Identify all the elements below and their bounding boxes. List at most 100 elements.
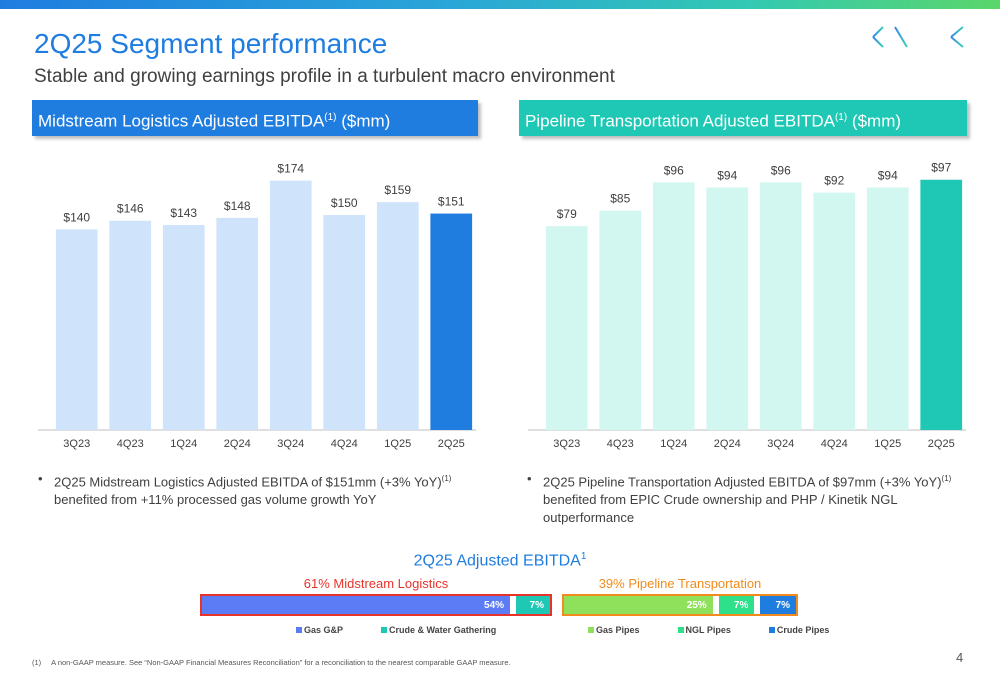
pipeline-bar	[599, 210, 642, 430]
midstream-mix-legend-swatch	[381, 627, 388, 633]
top-gradient-bar	[0, 0, 1000, 9]
pipeline-mix-bar: 25% 7% 7%	[562, 594, 798, 616]
pipeline-bar	[652, 182, 695, 430]
midstream-mix-segment: 7%	[510, 596, 550, 614]
midstream-bar	[323, 215, 366, 430]
midstream-bar	[109, 220, 152, 430]
pipeline-mix-legend-item: Crude Pipes	[768, 625, 830, 635]
midstream-bar-chart: $140 3Q23 $146 4Q23 $143 1Q24 $148 2Q24 $174 3Q24…	[38, 162, 476, 450]
bullet-dot: •	[38, 471, 43, 486]
pipeline-mix-legend: Gas Pipes NGL Pipes Crude Pipes	[588, 625, 867, 635]
pipeline-mix-legend-text: Gas Pipes	[596, 625, 640, 635]
pipeline-mix-legend-swatch	[677, 627, 684, 633]
midstream-mix-legend-text: Crude & Water Gathering	[389, 625, 497, 635]
ebitda-mix-title: 2Q25 Adjusted EBITDA1	[0, 551, 1000, 570]
midstream-data-label: $151	[438, 195, 465, 209]
pipeline-tick-label: 1Q24	[660, 438, 687, 450]
page-subtitle: Stable and growing earnings profile in a…	[34, 66, 615, 87]
pipeline-bar	[813, 192, 856, 430]
pipeline-bullet: • 2Q25 Pipeline Transportation Adjusted …	[527, 470, 987, 527]
pipeline-mix-legend-text: Crude Pipes	[776, 625, 830, 635]
midstream-bullet-sup: (1)	[441, 474, 452, 483]
pipeline-mix-legend-item: NGL Pipes	[677, 625, 731, 635]
pipeline-tick-label: 2Q25	[928, 438, 955, 450]
pipeline-tick-label: 4Q23	[607, 438, 634, 450]
pipeline-bar	[545, 226, 588, 430]
midstream-bar	[269, 180, 312, 430]
midstream-mix-bar: 54% 7%	[200, 594, 552, 616]
midstream-tick-label: 4Q24	[331, 438, 358, 450]
pipeline-mix-legend-item: Gas Pipes	[588, 625, 640, 635]
footnote-number: (1)	[32, 658, 42, 667]
pipeline-data-label: $79	[557, 207, 577, 221]
pipeline-data-label: $94	[878, 168, 898, 182]
midstream-bar	[376, 202, 419, 430]
midstream-bar	[216, 217, 259, 430]
midstream-data-label: $150	[331, 196, 358, 210]
midstream-tick-label: 2Q24	[224, 438, 251, 450]
pipeline-tick-label: 2Q24	[714, 438, 741, 450]
midstream-header-text: Midstream Logistics Adjusted EBITDA	[38, 111, 325, 131]
pipeline-data-label: $96	[771, 163, 791, 177]
pipeline-data-label: $96	[664, 163, 684, 177]
pipeline-bar	[706, 187, 749, 430]
midstream-header: Midstream Logistics Adjusted EBITDA(1) (…	[32, 100, 478, 136]
midstream-tick-label: 2Q25	[438, 438, 465, 450]
pipeline-mix-legend-swatch	[588, 627, 594, 633]
midstream-tick-label: 1Q25	[384, 438, 411, 450]
pipeline-bullet-cont: benefited from EPIC Crude ownership and …	[543, 492, 898, 526]
midstream-header-sup: (1)	[324, 112, 337, 123]
pipeline-bar	[920, 179, 963, 430]
page-number: 4	[956, 650, 964, 665]
midstream-data-label: $140	[63, 210, 90, 224]
pipeline-mix-legend-swatch	[768, 627, 775, 633]
midstream-mix-label: 61% Midstream Logistics	[303, 576, 449, 591]
pipeline-bullet-sup: (1)	[941, 474, 952, 483]
footnote-text: A non-GAAP measure. See “Non-GAAP Financ…	[51, 658, 511, 667]
ebitda-mix-title-text: 2Q25 Adjusted EBITDA	[413, 552, 581, 570]
midstream-tick-label: 3Q24	[277, 438, 304, 450]
pipeline-header-unit: ($mm)	[847, 111, 902, 131]
midstream-mix-legend-text: Gas G&P	[304, 625, 344, 635]
midstream-tick-label: 1Q24	[170, 438, 197, 450]
midstream-data-label: $174	[277, 162, 304, 176]
pipeline-bullet-text: 2Q25 Pipeline Transportation Adjusted EB…	[543, 474, 942, 490]
pipeline-data-label: $92	[824, 174, 844, 188]
midstream-tick-label: 4Q23	[117, 438, 144, 450]
pipeline-mix-label: 39% Pipeline Transportation	[598, 576, 762, 591]
midstream-mix-legend-item: Gas G&P	[296, 625, 343, 635]
kinetik-logo	[872, 26, 964, 48]
pipeline-header-sup: (1)	[834, 112, 848, 123]
pipeline-header: Pipeline Transportation Adjusted EBITDA(…	[519, 100, 967, 136]
midstream-data-label: $143	[170, 206, 197, 220]
midstream-mix-legend: Gas G&P Crude & Water Gathering	[296, 625, 534, 635]
pipeline-bar	[866, 187, 909, 430]
midstream-bullet-cont: benefited from +11% processed gas volume…	[54, 492, 377, 508]
pipeline-bar-chart: $79 3Q23 $85 4Q23 $96 1Q24 $94 2Q24 $96 3Q24 $92 4Q…	[528, 161, 966, 450]
midstream-mix-legend-swatch	[296, 627, 302, 633]
pipeline-tick-label: 1Q25	[874, 438, 901, 450]
pipeline-header-text: Pipeline Transportation Adjusted EBITDA	[525, 111, 835, 131]
midstream-mix-segment: 54%	[202, 596, 511, 614]
midstream-tick-label: 3Q23	[63, 438, 90, 450]
pipeline-mix-segment: 25%	[564, 596, 713, 614]
pipeline-data-label: $85	[610, 192, 630, 206]
midstream-bar	[430, 213, 473, 430]
midstream-bullet-text: 2Q25 Midstream Logistics Adjusted EBITDA…	[54, 474, 442, 490]
midstream-bar	[55, 229, 98, 430]
pipeline-tick-label: 3Q24	[767, 438, 794, 450]
pipeline-tick-label: 3Q23	[553, 438, 580, 450]
bullet-dot: •	[527, 471, 532, 486]
pipeline-tick-label: 4Q24	[821, 438, 848, 450]
midstream-data-label: $159	[384, 183, 411, 197]
midstream-data-label: $148	[224, 199, 251, 213]
pipeline-data-label: $97	[931, 161, 951, 175]
midstream-mix-legend-item: Crude & Water Gathering	[381, 625, 496, 635]
pipeline-mix-segment: 7%	[712, 596, 755, 614]
midstream-bullet: • 2Q25 Midstream Logistics Adjusted EBIT…	[38, 470, 478, 509]
pipeline-mix-legend-text: NGL Pipes	[685, 625, 731, 635]
pipeline-data-label: $94	[717, 168, 737, 182]
footnote: (1) A non-GAAP measure. See “Non-GAAP Fin…	[32, 658, 511, 667]
midstream-data-label: $146	[117, 202, 144, 216]
midstream-bar	[162, 225, 205, 430]
